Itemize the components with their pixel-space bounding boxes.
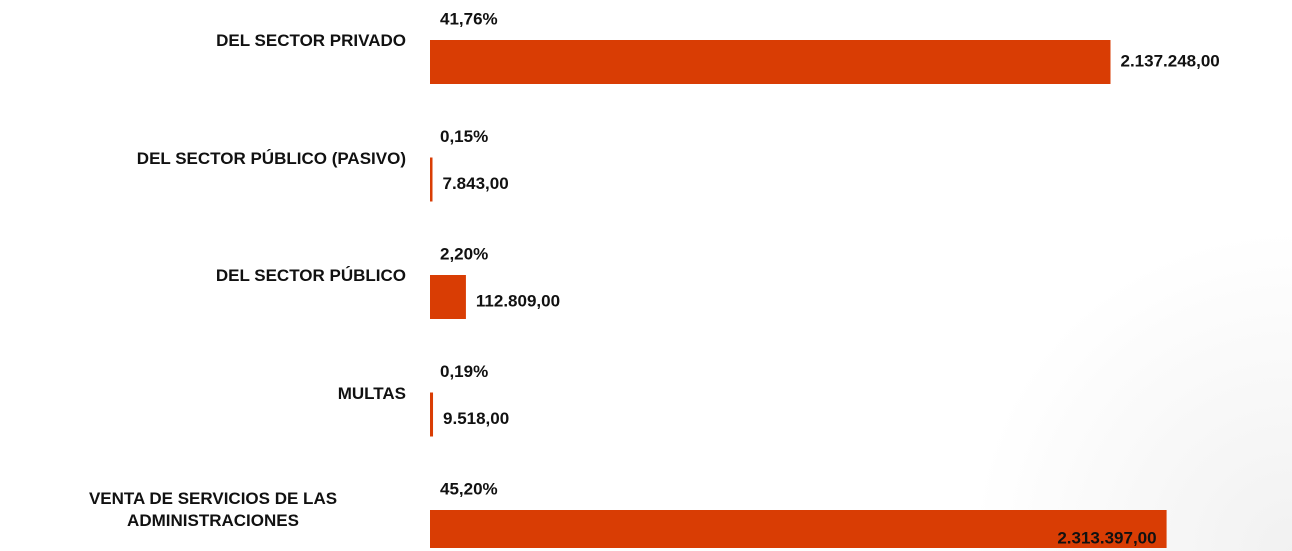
value-label: 2.137.248,00 bbox=[1120, 51, 1219, 70]
percentage-label: 0,15% bbox=[440, 127, 488, 146]
category-label: DEL SECTOR PRIVADO bbox=[216, 31, 406, 50]
value-label: 9.518,00 bbox=[443, 409, 509, 428]
category-label: DEL SECTOR PÚBLICO bbox=[215, 266, 406, 285]
percentage-label: 0,19% bbox=[440, 362, 488, 381]
category-label: MULTAS bbox=[337, 383, 406, 403]
bar bbox=[430, 275, 466, 319]
bar bbox=[430, 392, 434, 437]
bar bbox=[430, 40, 1111, 84]
percentage-label: 45,20% bbox=[440, 479, 498, 498]
percentage-label: 2,20% bbox=[440, 244, 488, 263]
category-label: DEL SECTOR PÚBLICO (PASIVO) bbox=[136, 148, 406, 168]
value-label: 112.809,00 bbox=[476, 291, 560, 310]
bar bbox=[430, 157, 433, 202]
percentage-label: 41,76% bbox=[440, 9, 498, 28]
value-label: 7.843,00 bbox=[442, 174, 508, 193]
value-label: 2.313.397,00 bbox=[1057, 528, 1156, 547]
bar bbox=[430, 510, 1167, 548]
category-label: VENTA DE SERVICIOS DE LAS ADMINISTRACION… bbox=[88, 489, 338, 530]
